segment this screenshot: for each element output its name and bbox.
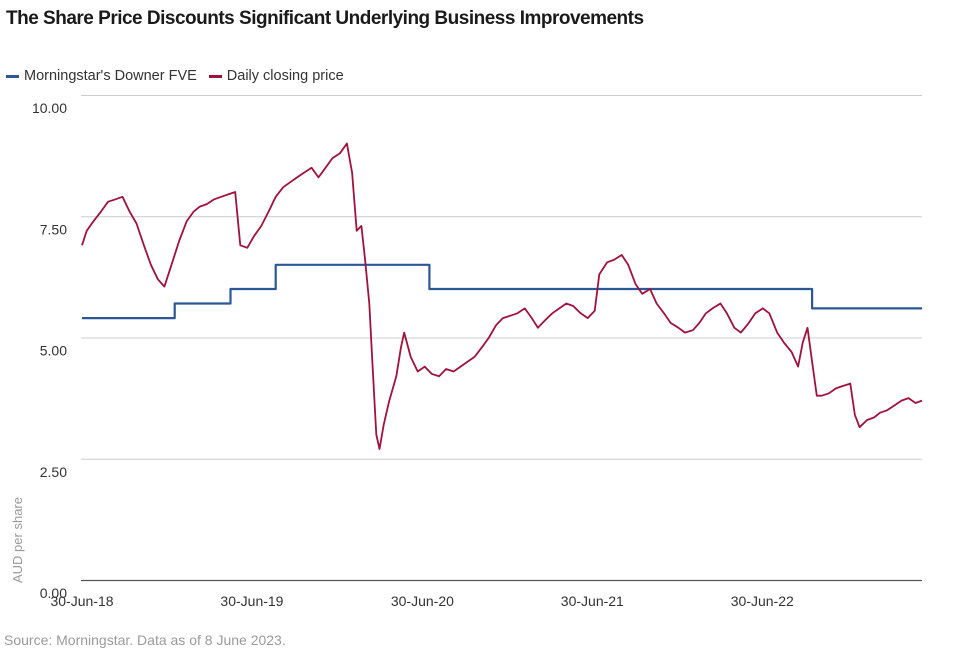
series-lines	[81, 142, 923, 450]
legend-swatch-price	[208, 74, 222, 78]
y-tick-label: 7.50	[40, 221, 67, 237]
y-axis-ticks: 0.00 2.50 5.00 7.50 10.00	[32, 100, 67, 601]
legend-label-fve: Morningstar's Downer FVE	[24, 68, 197, 84]
y-tick-label: 10.00	[32, 100, 67, 116]
x-tick-label: 30-Jun-19	[220, 593, 283, 609]
x-tick-label: 30-Jun-20	[391, 593, 454, 609]
x-tick-label: 30-Jun-22	[731, 593, 794, 609]
y-tick-label: 2.50	[40, 464, 67, 480]
y-axis-label: AUD per share	[10, 497, 25, 583]
gridlines	[81, 95, 922, 582]
legend-item-fve: Morningstar's Downer FVE	[6, 68, 197, 84]
x-axis-ticks: 30-Jun-18 30-Jun-19 30-Jun-20 30-Jun-21 30-J…	[50, 593, 794, 609]
chart-legend: Morningstar's Downer FVE Daily closing p…	[6, 68, 356, 84]
x-tick-label: 30-Jun-18	[50, 593, 113, 609]
source-note: Source: Morningstar. Data as of 8 June 2…	[4, 632, 286, 648]
legend-label-price: Daily closing price	[226, 68, 344, 84]
series-line-fve	[82, 263, 922, 320]
x-tick-label: 30-Jun-21	[561, 593, 624, 609]
chart-title: The Share Price Discounts Significant Un…	[6, 8, 644, 29]
legend-item-price: Daily closing price	[208, 68, 344, 84]
y-tick-label: 5.00	[40, 343, 67, 359]
y-tick-label: 0.00	[40, 585, 67, 601]
legend-swatch-fve	[6, 74, 19, 78]
series-line-price	[81, 142, 923, 450]
